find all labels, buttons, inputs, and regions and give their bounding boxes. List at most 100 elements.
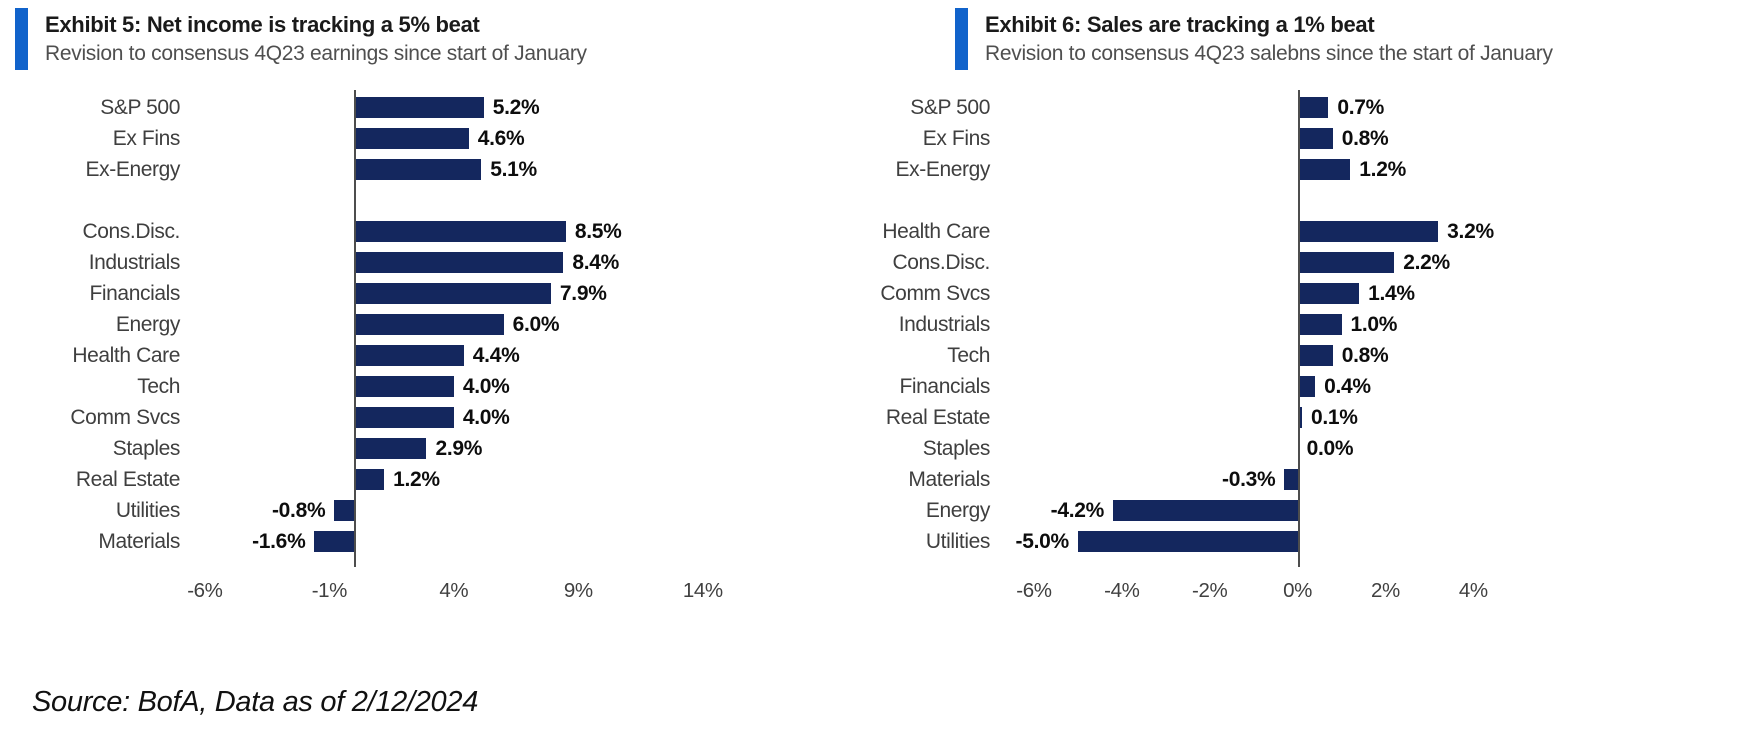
value-label: 8.4%: [572, 251, 620, 274]
exhibit5-category-axis: S&P 500 Ex Fins Ex-Energy Cons.Disc. Industr…: [15, 92, 180, 609]
bar-row: 2.2%: [990, 247, 1570, 278]
category-label: Materials: [98, 530, 180, 553]
exhibit6-title: Exhibit 6: Sales are tracking a 1% beat: [985, 12, 1375, 37]
value-label: -0.8%: [271, 499, 326, 522]
bar-row: 8.5%: [180, 216, 765, 247]
value-label: 8.5%: [574, 220, 622, 243]
value-label: 0.0%: [1306, 437, 1354, 460]
category-label: Ex Fins: [922, 127, 991, 150]
category-label: Staples: [922, 437, 991, 460]
exhibit6-subtitle: Revision to consensus 4Q23 salebns since…: [985, 42, 1553, 65]
category-label: Tech: [947, 344, 990, 367]
bar-row: 4.6%: [180, 123, 765, 154]
bar-row: 1.2%: [180, 464, 765, 495]
data-bar: [1297, 128, 1333, 149]
x-axis-ticks: -6% -1% 4% 9% 14%: [180, 557, 765, 609]
data-bar: [354, 345, 464, 366]
bar-row: 7.9%: [180, 278, 765, 309]
exhibit5-panel: Exhibit 5: Net income is tracking a 5% b…: [15, 8, 765, 609]
category-label: S&P 500: [910, 96, 990, 119]
exhibit6-plot-area: 0.7% 0.8% 1.2% 3.2% 2.2% 1.4% 1.0% 0.8% 0.4% 0.1%…: [990, 90, 1570, 609]
data-bar: [354, 283, 551, 304]
data-bar: [1297, 345, 1333, 366]
value-label: 4.4%: [472, 344, 520, 367]
exhibit6-category-axis: S&P 500 Ex Fins Ex-Energy Health Care Cons.D…: [870, 92, 990, 609]
exhibit5-plot-area: 5.2% 4.6% 5.1% 8.5% 8.4% 7.9% 6.0% 4.4% 4.0% 4.0%…: [180, 90, 765, 609]
category-label: Ex Fins: [112, 127, 181, 150]
bar-row: 0.8%: [990, 340, 1570, 371]
value-label: -5.0%: [1015, 530, 1070, 553]
data-bar: [1297, 159, 1351, 180]
data-bar: [1297, 407, 1302, 428]
category-label: Comm Svcs: [880, 282, 990, 305]
category-label: Utilities: [925, 530, 990, 553]
exhibit6-panel: Exhibit 6: Sales are tracking a 1% beat …: [870, 8, 1570, 609]
data-bar: [354, 314, 504, 335]
category-label: Financials: [899, 375, 990, 398]
bar-row: -4.2%: [990, 495, 1570, 526]
data-bar: [334, 500, 355, 521]
data-bar: [354, 221, 566, 242]
bar-row: 0.1%: [990, 402, 1570, 433]
category-label: Cons.Disc.: [892, 251, 990, 274]
bar-row: 0.7%: [990, 92, 1570, 123]
bar-row: 0.0%: [990, 433, 1570, 464]
value-label: 0.4%: [1324, 375, 1371, 398]
value-label: 3.2%: [1447, 220, 1494, 243]
bar-row: 6.0%: [180, 309, 765, 340]
x-tick-label: -4%: [1104, 579, 1140, 602]
data-bar: [354, 252, 564, 273]
value-label: 4.0%: [462, 406, 510, 429]
value-label: 0.7%: [1337, 96, 1384, 119]
bar-row: 0.8%: [990, 123, 1570, 154]
x-tick-label: -6%: [187, 579, 223, 602]
exhibit5-header: Exhibit 5: Net income is tracking a 5% b…: [15, 8, 765, 70]
category-label: S&P 500: [100, 96, 180, 119]
title-accent-bar: [955, 8, 968, 70]
value-label: 4.6%: [477, 127, 525, 150]
bar-row: 5.1%: [180, 154, 765, 185]
zero-axis-line: [354, 90, 357, 567]
data-bar: [1297, 376, 1316, 397]
x-tick-label: 9%: [563, 579, 593, 602]
value-label: 5.2%: [492, 96, 540, 119]
category-label: Tech: [137, 375, 180, 398]
category-label: Real Estate: [75, 468, 181, 491]
exhibit5-title: Exhibit 5: Net income is tracking a 5% b…: [45, 12, 480, 37]
x-tick-label: 0%: [1283, 579, 1312, 602]
value-label: 5.1%: [490, 158, 537, 181]
bar-row: 3.2%: [990, 216, 1570, 247]
data-bar: [354, 159, 482, 180]
value-label: 2.9%: [435, 437, 483, 460]
data-bar: [1297, 221, 1439, 242]
category-gap: [870, 185, 990, 216]
data-bar: [1297, 97, 1329, 118]
data-bar: [1284, 469, 1298, 490]
data-bar: [1297, 314, 1342, 335]
value-label: 2.2%: [1403, 251, 1450, 274]
x-axis-ticks: -6% -4% -2% 0% 2% 4%: [990, 557, 1570, 609]
x-tick-label: 2%: [1371, 579, 1400, 602]
value-label: -0.3%: [1222, 468, 1276, 491]
data-bar: [1113, 500, 1298, 521]
value-label: -4.2%: [1050, 499, 1105, 522]
category-label: Utilities: [115, 499, 180, 522]
bar-row: -1.6%: [180, 526, 765, 557]
exhibit5-subtitle: Revision to consensus 4Q23 earnings sinc…: [45, 42, 587, 65]
bar-row: 1.2%: [990, 154, 1570, 185]
value-label: 1.2%: [393, 468, 440, 491]
data-bar: [354, 438, 427, 459]
bar-row: 8.4%: [180, 247, 765, 278]
bar-row: 0.4%: [990, 371, 1570, 402]
category-label: Materials: [908, 468, 990, 491]
value-label: 0.8%: [1341, 344, 1389, 367]
bar-row-gap: [990, 185, 1570, 216]
data-bar: [1297, 252, 1395, 273]
data-bar: [354, 376, 454, 397]
value-label: 1.4%: [1368, 282, 1415, 305]
data-bar: [354, 128, 469, 149]
exhibit5-title-block: Exhibit 5: Net income is tracking a 5% b…: [45, 8, 587, 70]
bar-row: 4.0%: [180, 402, 765, 433]
exhibit5-chart: S&P 500 Ex Fins Ex-Energy Cons.Disc. Industr…: [15, 90, 765, 609]
bar-row-gap: [180, 185, 765, 216]
